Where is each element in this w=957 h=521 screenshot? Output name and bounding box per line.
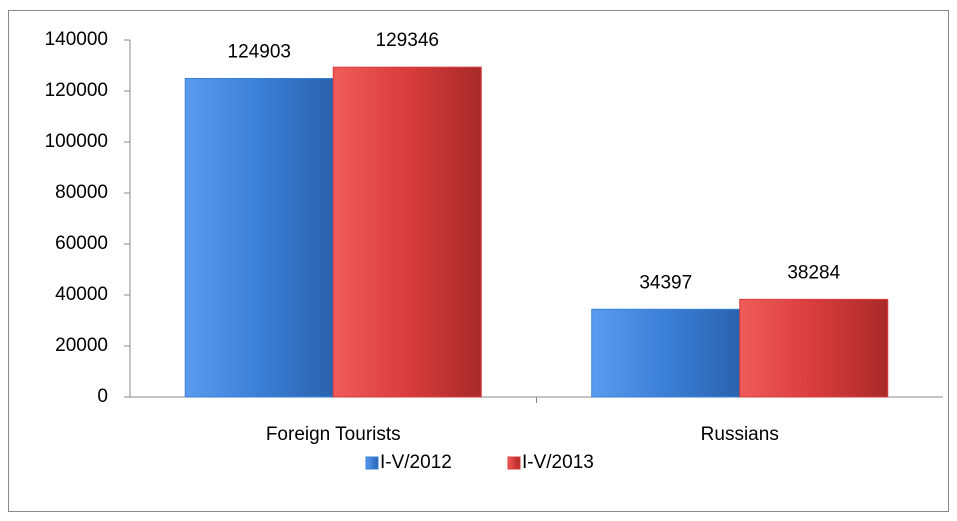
legend-swatch — [365, 456, 379, 470]
data-label: 38284 — [787, 262, 840, 283]
y-tick-label: 60000 — [55, 233, 108, 254]
bar — [591, 308, 741, 398]
bar — [739, 298, 889, 398]
data-label: 34397 — [639, 272, 692, 293]
bar — [332, 66, 482, 398]
legend-label: I-V/2013 — [522, 452, 594, 473]
y-tick-label: 140000 — [45, 29, 108, 50]
y-tick-label: 20000 — [55, 335, 108, 356]
y-tick-label: 80000 — [55, 182, 108, 203]
legend-label: I-V/2012 — [380, 452, 452, 473]
data-label: 129346 — [376, 30, 439, 51]
y-tick-label: 120000 — [45, 80, 108, 101]
bar — [184, 77, 334, 398]
y-tick-label: 100000 — [45, 131, 108, 152]
y-tick-label: 40000 — [55, 284, 108, 305]
x-tick-label: Foreign Tourists — [266, 424, 401, 445]
y-tick-label: 0 — [97, 386, 108, 407]
x-tick-label: Russians — [701, 424, 779, 445]
legend-swatch — [507, 456, 521, 470]
data-label: 124903 — [228, 42, 291, 63]
